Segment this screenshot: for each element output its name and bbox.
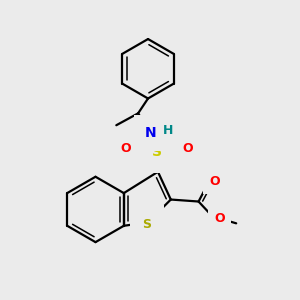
Text: H: H (163, 124, 173, 137)
Text: O: O (182, 142, 193, 154)
Text: O: O (209, 175, 220, 188)
Text: S: S (152, 145, 162, 159)
Text: N: N (145, 126, 157, 140)
Text: O: O (120, 142, 130, 154)
Text: S: S (142, 218, 152, 231)
Text: O: O (214, 212, 225, 225)
